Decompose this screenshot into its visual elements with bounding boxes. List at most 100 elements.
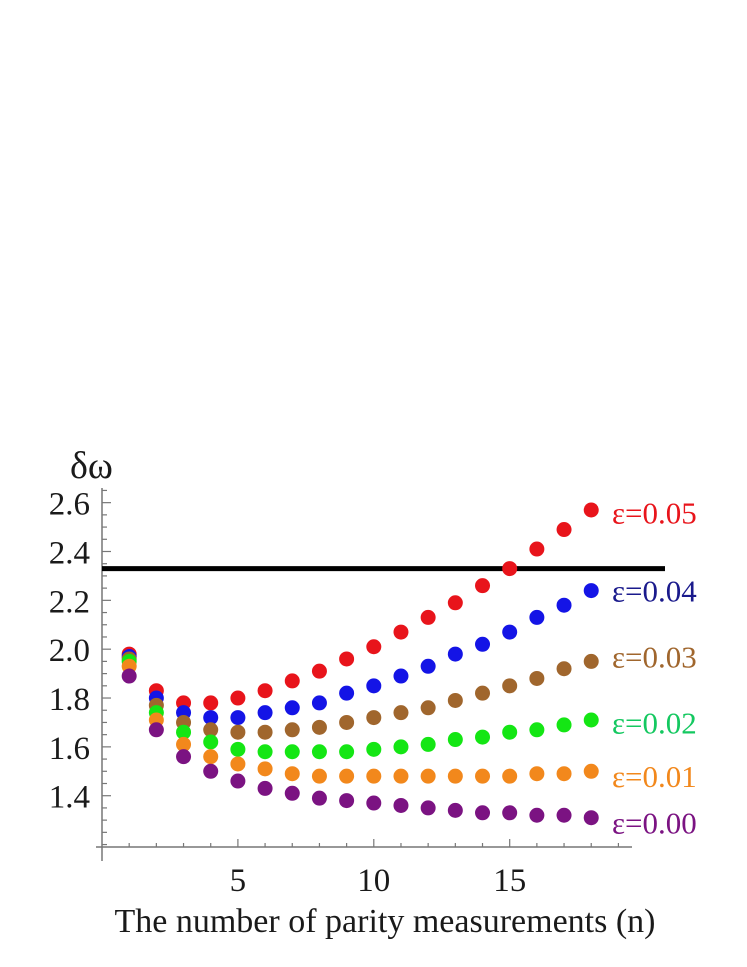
data-point [447, 646, 463, 662]
data-point [420, 736, 436, 752]
data-point [583, 502, 599, 518]
data-point [230, 773, 246, 789]
y-tick-label: 2.0 [49, 633, 90, 669]
data-point [366, 741, 382, 757]
series-label: ε=0.00 [612, 806, 697, 841]
data-point [203, 734, 219, 750]
data-point [203, 710, 219, 726]
data-point [502, 561, 518, 577]
data-point [311, 719, 327, 735]
data-point [529, 807, 545, 823]
data-point [284, 700, 300, 716]
data-point [230, 741, 246, 757]
data-point [339, 714, 355, 730]
data-point [556, 807, 572, 823]
data-point [257, 744, 273, 760]
data-point [583, 583, 599, 599]
data-point [420, 800, 436, 816]
data-point [230, 710, 246, 726]
data-point [556, 522, 572, 538]
data-point [556, 717, 572, 733]
data-point [420, 768, 436, 784]
data-point [447, 692, 463, 708]
data-point [393, 705, 409, 721]
data-point [366, 678, 382, 694]
data-point [203, 763, 219, 779]
data-point [529, 766, 545, 782]
data-point [339, 768, 355, 784]
data-point [583, 763, 599, 779]
x-tick-label: 15 [493, 863, 526, 899]
data-point [284, 673, 300, 689]
data-point [529, 541, 545, 557]
data-point [176, 724, 192, 740]
data-point [339, 651, 355, 667]
y-tick-label: 1.4 [49, 780, 90, 816]
y-axis-label: δω [70, 445, 113, 487]
data-point [447, 768, 463, 784]
data-point [311, 768, 327, 784]
x-tick-label: 10 [357, 863, 390, 899]
data-point [475, 578, 491, 594]
data-point [529, 670, 545, 686]
series-label: ε=0.04 [612, 574, 697, 609]
data-point [556, 597, 572, 613]
series-label: ε=0.05 [612, 495, 697, 530]
data-point [447, 802, 463, 818]
data-point [176, 736, 192, 752]
data-point [284, 722, 300, 738]
data-point [502, 678, 518, 694]
data-point [121, 668, 137, 684]
data-point [556, 661, 572, 677]
x-axis-label: The number of parity measurements (n) [115, 903, 656, 940]
data-point [203, 722, 219, 738]
data-point [502, 724, 518, 740]
data-point [230, 724, 246, 740]
data-point [529, 722, 545, 738]
data-point [502, 768, 518, 784]
x-tick-label: 5 [230, 863, 247, 899]
data-point [475, 805, 491, 821]
data-point [502, 805, 518, 821]
data-point [393, 768, 409, 784]
data-point [393, 797, 409, 813]
data-point [176, 749, 192, 765]
data-point [230, 756, 246, 772]
y-tick-label: 2.4 [49, 535, 90, 571]
data-point [203, 749, 219, 765]
data-point [583, 712, 599, 728]
data-point [447, 732, 463, 748]
data-point [311, 790, 327, 806]
data-point [475, 636, 491, 652]
data-point [475, 685, 491, 701]
data-point [420, 700, 436, 716]
data-point [502, 624, 518, 640]
data-point [339, 793, 355, 809]
plot-area [102, 502, 665, 826]
data-point [284, 744, 300, 760]
data-point [393, 739, 409, 755]
series-labels: ε=0.05 ε=0.04 ε=0.03 ε=0.02 ε=0.01 ε=0.00 [612, 495, 697, 840]
y-tick-label: 2.2 [49, 584, 90, 620]
data-point [556, 766, 572, 782]
data-point [583, 810, 599, 826]
series-label: ε=0.03 [612, 640, 697, 675]
data-point [420, 609, 436, 625]
data-point [284, 785, 300, 801]
data-point [257, 780, 273, 796]
data-point [257, 683, 273, 699]
data-point [529, 609, 545, 625]
series-label: ε=0.01 [612, 759, 697, 794]
data-point [420, 658, 436, 674]
data-point [311, 695, 327, 711]
data-point [203, 695, 219, 711]
y-tick-label: 2.6 [49, 487, 90, 523]
data-point [366, 795, 382, 811]
data-point [339, 744, 355, 760]
data-point [366, 768, 382, 784]
data-point [339, 685, 355, 701]
data-point [257, 761, 273, 777]
data-point [148, 722, 164, 738]
data-point [230, 690, 246, 706]
